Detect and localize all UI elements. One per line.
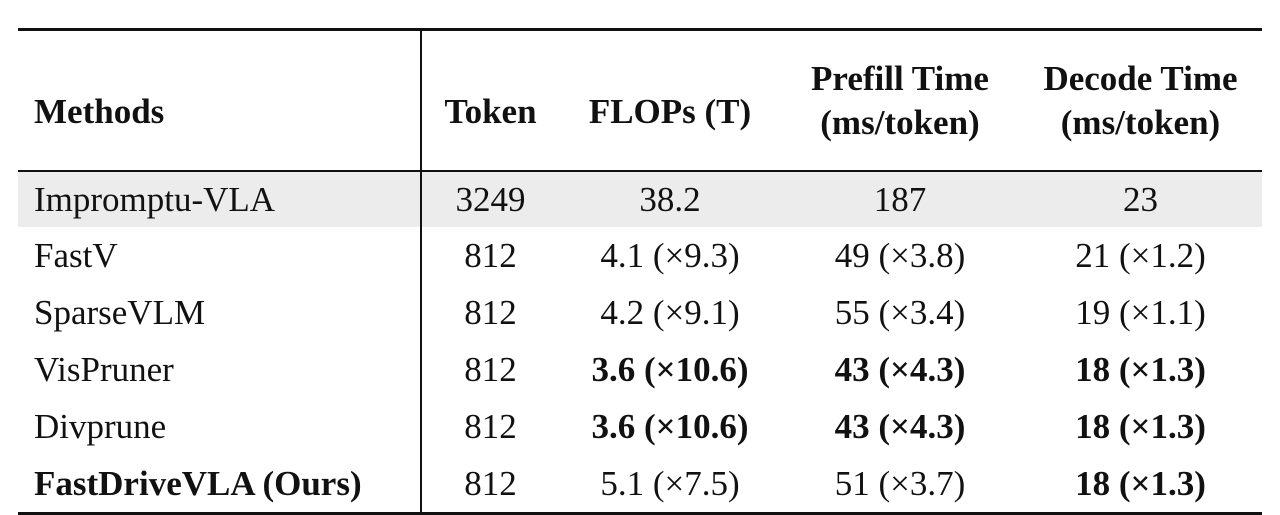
cell-method: Divprune: [18, 398, 422, 455]
cell-prefill: 43 (×4.3): [834, 350, 966, 389]
cell-flops: 3.6 (×10.6): [591, 350, 749, 389]
header-decode-line1: Decode Time: [1043, 58, 1238, 98]
table-row: FastV 812 4.1 (×9.3) 49 (×3.8) 21 (×1.2): [18, 227, 1262, 284]
cell-flops: 38.2: [559, 171, 781, 227]
table-row: VisPruner 812 3.6 (×10.6) 43 (×4.3) 18 (…: [18, 341, 1262, 398]
cell-decode: 18 (×1.3): [1075, 407, 1206, 446]
results-table: Methods Token FLOPs (T) Prefill Time (ms…: [18, 28, 1262, 515]
header-row: Methods Token FLOPs (T) Prefill Time (ms…: [18, 29, 1262, 172]
cell-method: FastDriveVLA (Ours): [18, 455, 422, 514]
cell-prefill: 55 (×3.4): [834, 293, 966, 332]
cell-method: VisPruner: [18, 341, 422, 398]
cell-prefill: 43 (×4.3): [834, 407, 966, 446]
cell-flops: 5.1 (×7.5): [600, 464, 740, 503]
cell-token: 812: [464, 236, 517, 275]
header-prefill-time: Prefill Time (ms/token): [781, 29, 1019, 172]
header-decode-time: Decode Time (ms/token): [1019, 29, 1262, 172]
table-row-baseline: Impromptu-VLA 3249 38.2 187 23: [18, 171, 1262, 227]
cell-prefill: 49 (×3.8): [834, 236, 966, 275]
table-row: SparseVLM 812 4.2 (×9.1) 55 (×3.4) 19 (×…: [18, 284, 1262, 341]
table-row-ours: FastDriveVLA (Ours) 812 5.1 (×7.5) 51 (×…: [18, 455, 1262, 514]
cell-prefill: 51 (×3.7): [834, 464, 966, 503]
cell-decode: 18 (×1.3): [1075, 464, 1206, 503]
header-methods: Methods: [18, 29, 422, 172]
results-table-container: Methods Token FLOPs (T) Prefill Time (ms…: [18, 28, 1262, 515]
cell-token: 812: [464, 407, 517, 446]
cell-method: Impromptu-VLA: [18, 171, 422, 227]
cell-decode: 21 (×1.2): [1075, 236, 1206, 275]
cell-token: 812: [464, 464, 517, 503]
cell-flops: 4.2 (×9.1): [600, 293, 740, 332]
cell-method: FastV: [18, 227, 422, 284]
header-flops: FLOPs (T): [559, 29, 781, 172]
cell-token: 812: [464, 293, 517, 332]
cell-decode: 23: [1019, 171, 1262, 227]
cell-token: 812: [464, 350, 517, 389]
table-body: Impromptu-VLA 3249 38.2 187 23 FastV 812…: [18, 171, 1262, 514]
header-prefill-line1: Prefill Time: [811, 58, 989, 98]
cell-decode: 19 (×1.1): [1075, 293, 1206, 332]
header-decode-line2: (ms/token): [1060, 102, 1221, 142]
header-prefill-line2: (ms/token): [820, 102, 980, 142]
cell-token: 3249: [421, 171, 559, 227]
header-token: Token: [421, 29, 559, 172]
cell-prefill: 187: [781, 171, 1019, 227]
table-row: Divprune 812 3.6 (×10.6) 43 (×4.3) 18 (×…: [18, 398, 1262, 455]
cell-flops: 3.6 (×10.6): [591, 407, 749, 446]
table-header: Methods Token FLOPs (T) Prefill Time (ms…: [18, 29, 1262, 172]
cell-method: SparseVLM: [18, 284, 422, 341]
cell-decode: 18 (×1.3): [1075, 350, 1206, 389]
cell-flops: 4.1 (×9.3): [600, 236, 740, 275]
